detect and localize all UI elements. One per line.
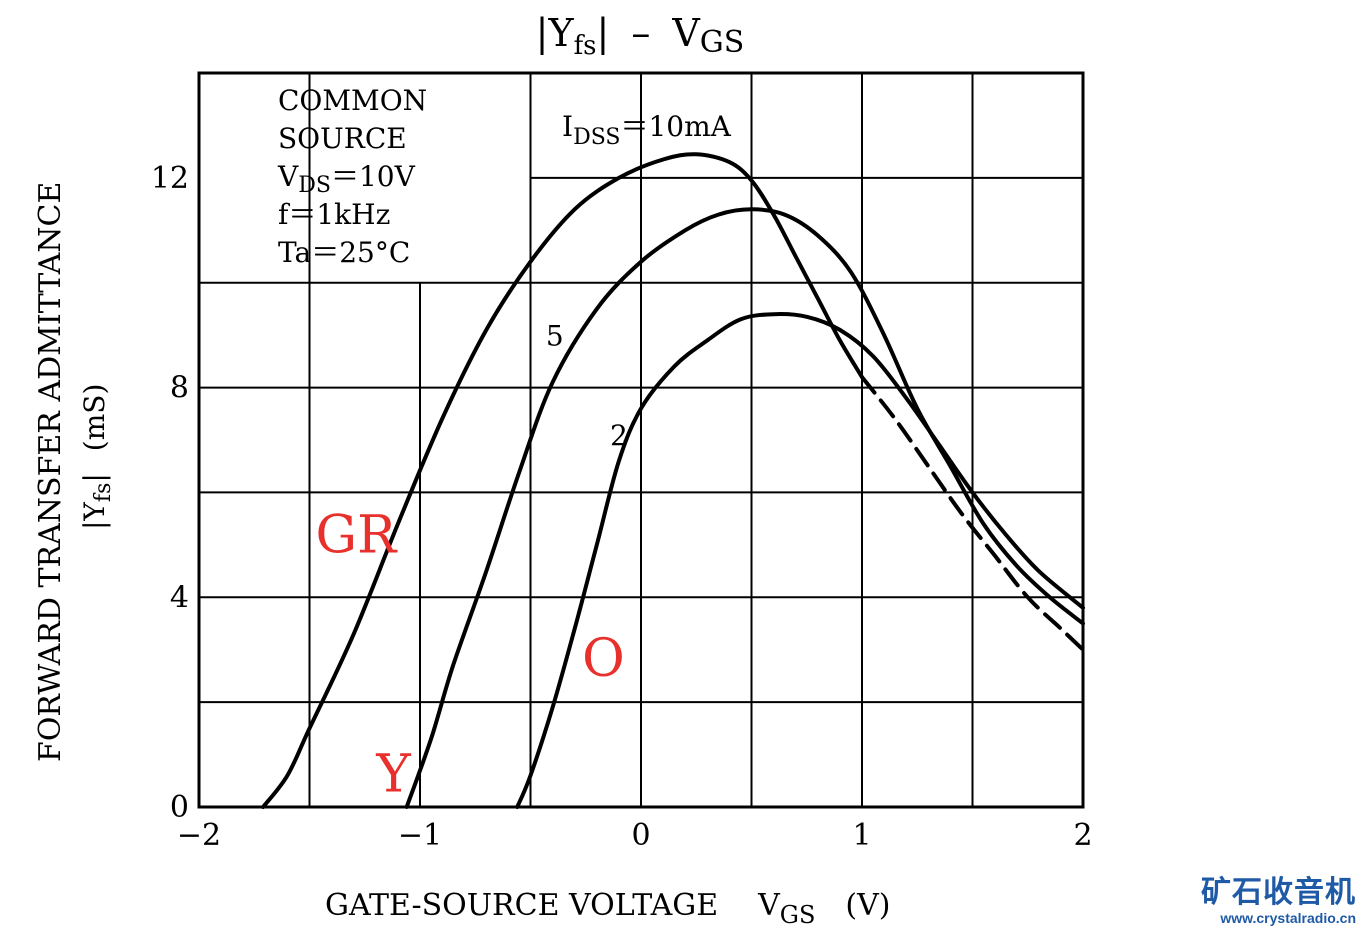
curve-label: 2 — [610, 419, 628, 452]
series-line — [515, 312, 1085, 809]
watermark: 矿石收音机 www.crystalradio.cn — [1201, 875, 1356, 927]
condition-line: f＝1kHz — [278, 198, 390, 231]
y-tick-label: 4 — [170, 580, 189, 615]
watermark-url: www.crystalradio.cn — [1220, 910, 1356, 926]
series-line — [860, 375, 1085, 652]
series-line — [261, 152, 864, 809]
title-bar: | — [597, 11, 610, 55]
title-v-sub: GS — [700, 25, 745, 60]
idss-label: IDSS＝10mA — [562, 110, 732, 150]
condition-line: COMMON — [278, 84, 427, 117]
condition-line: VDS＝10V — [277, 160, 416, 198]
y-tick-label: 12 — [151, 161, 189, 196]
condition-line: Ta＝25°C — [278, 236, 410, 269]
x-tick-label: 0 — [631, 818, 650, 853]
rank-annotation: O — [582, 629, 625, 689]
rank-annotation: Y — [375, 744, 411, 804]
watermark-title: 矿石收音机 — [1201, 875, 1356, 910]
chart-title: |Yfs| – VGS — [536, 11, 745, 61]
x-tick-label: −2 — [177, 818, 221, 853]
title-y: |Y — [536, 11, 575, 55]
y-axis-label: FORWARD TRANSFER ADMITTANCE — [33, 182, 68, 762]
y-axis-label-symbol: |Yfs|(mS) — [78, 384, 116, 530]
y-tick-label: 8 — [170, 371, 189, 406]
x-axis-label: GATE-SOURCE VOLTAGE VGS (V) — [325, 888, 890, 929]
rank-annotation: GR — [316, 506, 399, 566]
condition-line: SOURCE — [278, 122, 407, 155]
y-tick-label: 0 — [170, 790, 189, 825]
title-y-sub: fs — [574, 31, 597, 61]
curve-label: 5 — [546, 320, 564, 353]
plot-frame — [197, 71, 1085, 809]
x-tick-label: 1 — [852, 818, 871, 853]
series-line — [404, 207, 1085, 809]
title-sep: – — [631, 11, 650, 55]
conditions-block: COMMON SOURCE VDS＝10V f＝1kHz Ta＝25°C — [277, 84, 427, 269]
x-tick-label: −1 — [398, 818, 442, 853]
title-v: V — [671, 11, 700, 55]
x-tick-label: 2 — [1073, 818, 1092, 853]
